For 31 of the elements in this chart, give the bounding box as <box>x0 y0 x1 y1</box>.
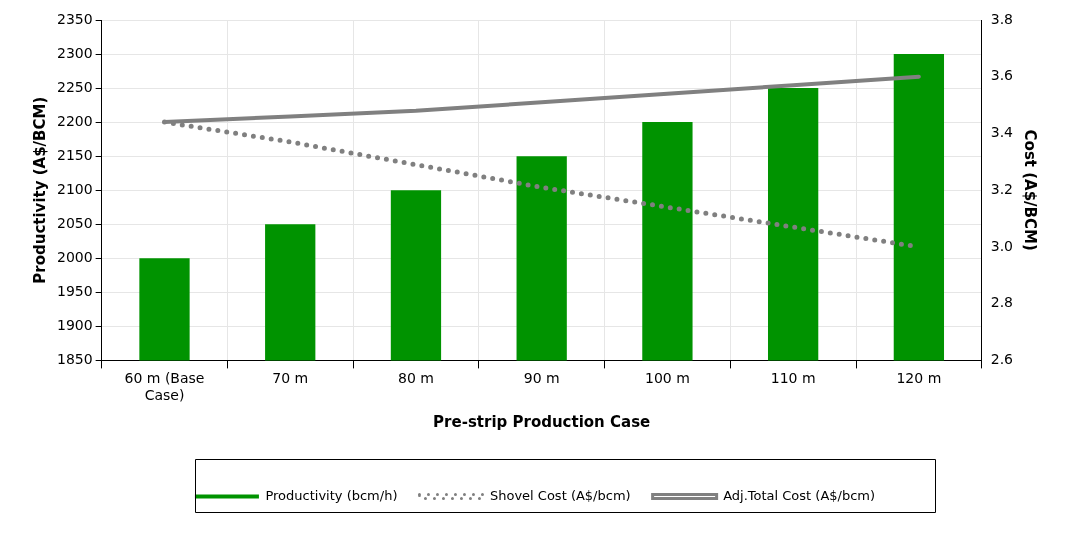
y2-axis-title: Cost (A$/BCM) <box>1021 129 1040 251</box>
x-tick-label: 100 m <box>645 370 690 387</box>
y2-tick-label: 3.0 <box>990 237 1013 254</box>
y2-tick-label: 3.4 <box>990 124 1014 141</box>
x-tick-label: 60 m (Base Case) <box>124 370 205 404</box>
y2-tick-label: 3.6 <box>990 67 1014 84</box>
y-tick-label: 2250 <box>56 78 93 95</box>
y2-tick-label: 3.8 <box>990 10 1013 27</box>
y2-tick-label: 2.8 <box>990 294 1013 311</box>
y-axis-title: Productivity (A$/BCM) <box>30 96 49 284</box>
y-tick-label: 2050 <box>56 214 93 231</box>
x-tick-label: 90 m <box>523 370 560 387</box>
y2-tick-label: 2.6 <box>990 351 1014 368</box>
y-tick-label: 2100 <box>56 180 93 197</box>
y-tick-label: 2350 <box>56 10 93 27</box>
y-tick-label: 2000 <box>56 248 93 265</box>
y-tick-label: 1950 <box>56 282 93 299</box>
y-tick-label: 2200 <box>56 112 93 129</box>
legend-label: Adj.Total Cost (A$/bcm) <box>723 487 876 503</box>
x-axis-title: Pre-strip Production Case <box>433 412 651 431</box>
y-tick-label: 1850 <box>56 351 93 368</box>
x-tick-label: 70 m <box>272 370 309 387</box>
y-tick-label: 2150 <box>56 146 93 163</box>
y-tick-label: 1900 <box>56 317 93 333</box>
x-tick-label: 110 m <box>770 370 816 387</box>
y-tick-label: 2300 <box>56 44 93 61</box>
x-tick-label: 80 m <box>398 370 434 387</box>
x-tick-label: 120 m <box>896 370 942 387</box>
legend-label: Shovel Cost (A$/bcm) <box>489 487 631 503</box>
y2-tick-label: 3.2 <box>990 180 1013 197</box>
legend-label: Productivity (bcm/h) <box>265 487 398 503</box>
